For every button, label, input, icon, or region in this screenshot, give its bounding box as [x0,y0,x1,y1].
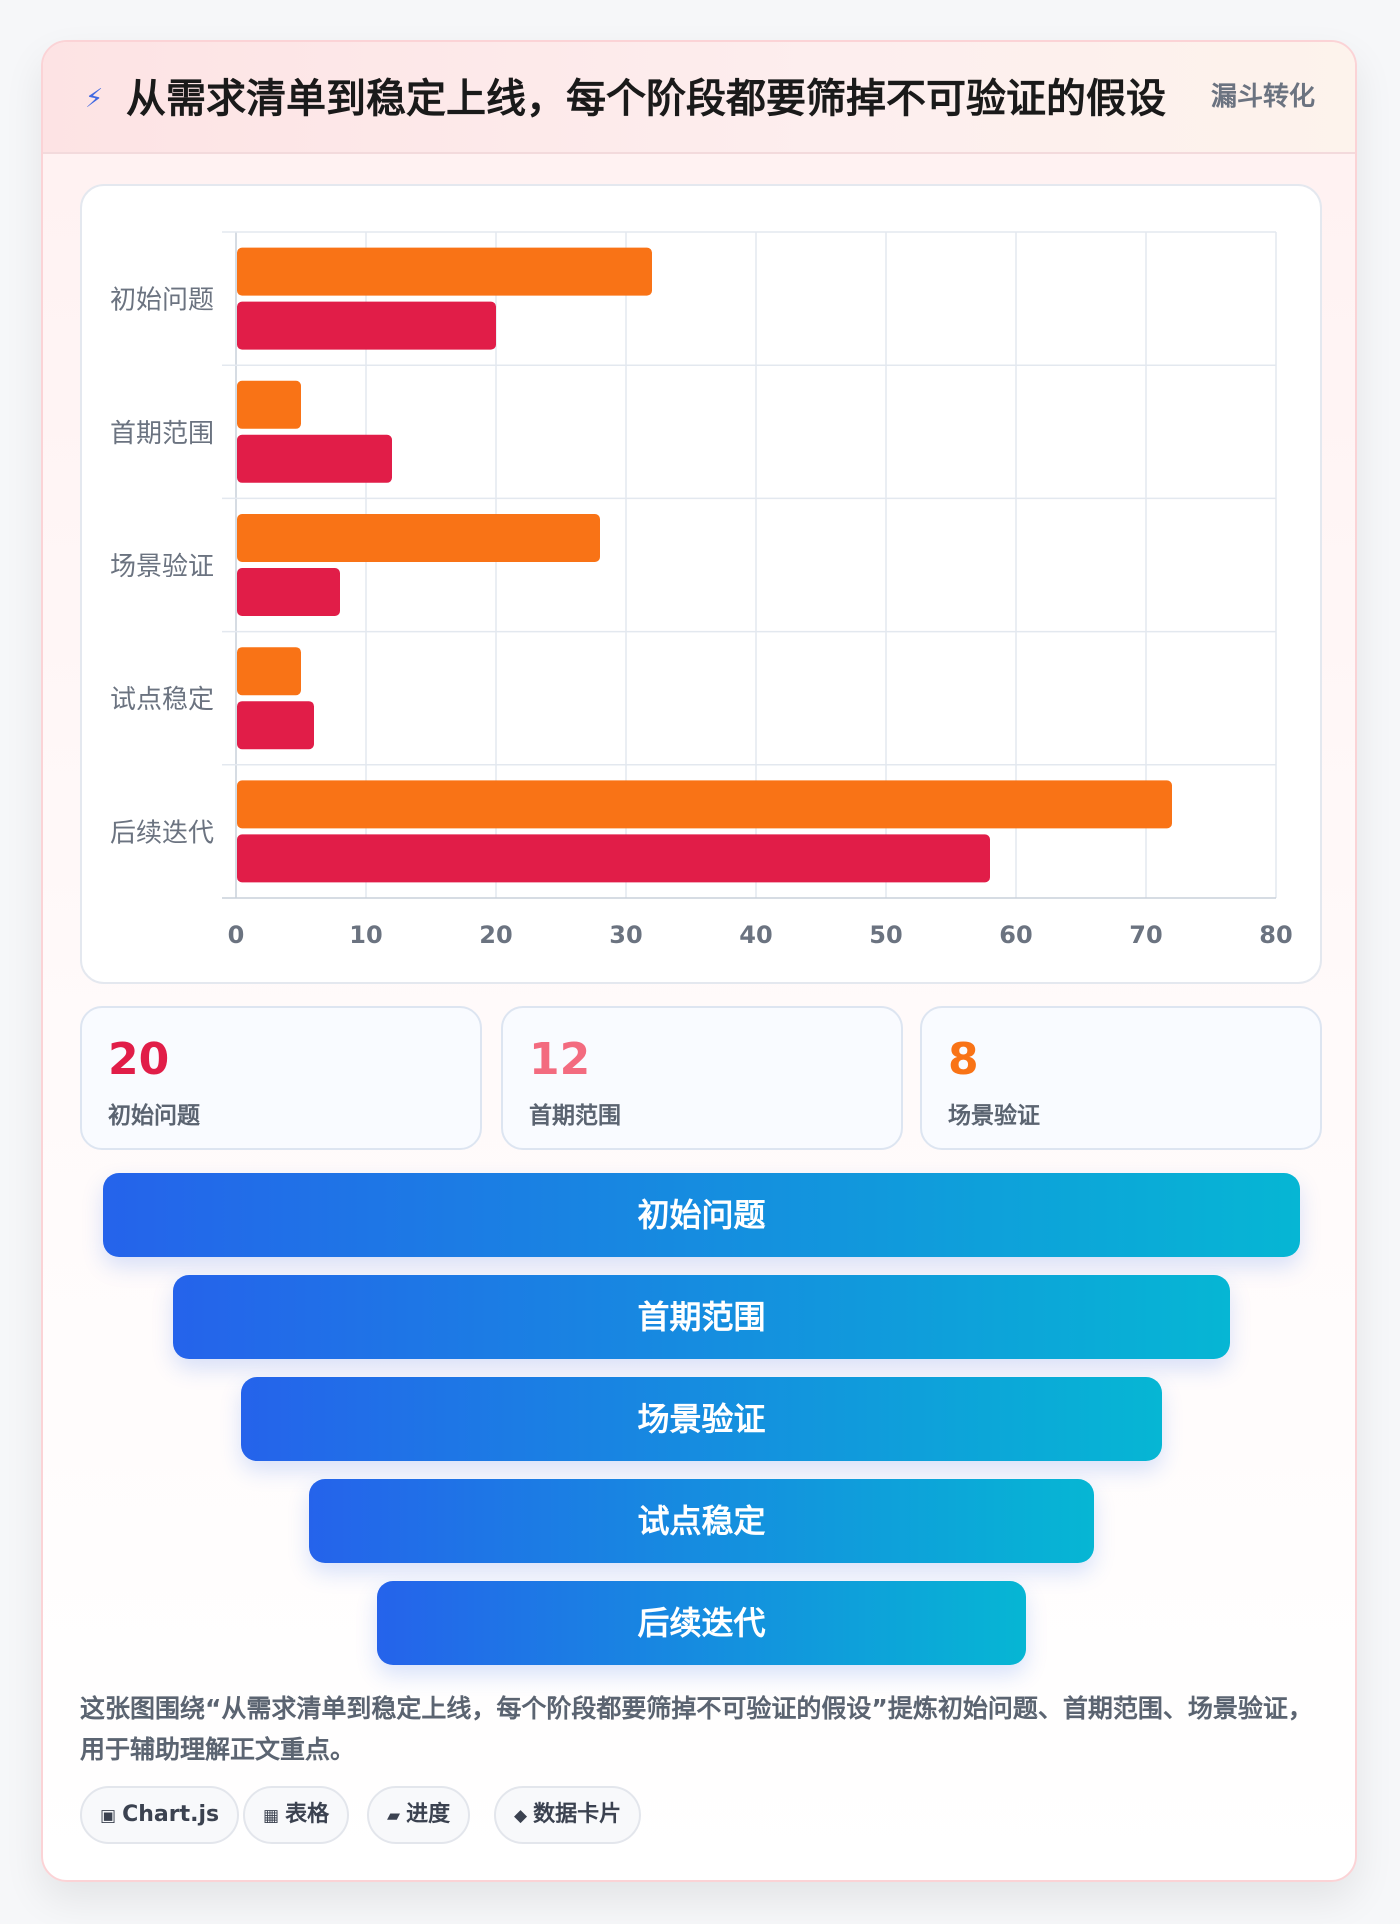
stat-value: 12 [529,1034,591,1085]
stat-value: 8 [948,1034,979,1085]
chip-label: 数据卡片 [533,1802,622,1827]
y-category-label: 初始问题 [110,286,214,316]
lightning-icon: ⚡ [85,84,104,114]
chip-table[interactable]: ▦ 表格 [243,1786,350,1844]
category-tag: 漏斗转化 [1210,82,1315,112]
header: ⚡ 从需求清单到稳定上线，每个阶段都要筛掉不可验证的假设 漏斗转化 [43,42,1355,154]
bar-orange [237,647,301,696]
stat-label: 场景验证 [948,1103,1040,1129]
chip-data-card[interactable]: ◆ 数据卡片 [494,1786,642,1844]
chip-label: 表格 [285,1802,330,1827]
x-tick-label: 80 [1259,921,1292,949]
bar-red [237,434,392,483]
y-category-label: 试点稳定 [110,685,214,715]
funnel-stage-5: 后续迭代 [377,1581,1026,1665]
page-title: 从需求清单到稳定上线，每个阶段都要筛掉不可验证的假设 [126,76,1166,122]
funnel-stage-3: 场景验证 [241,1377,1162,1461]
diamond-icon: ◆ [514,1806,528,1826]
bar-red [237,568,340,616]
progress-icon: ▰ [387,1806,401,1826]
funnel-stage-1: 初始问题 [103,1173,1300,1257]
stat-value: 20 [108,1034,170,1085]
bar-red [237,834,990,883]
funnel-stage-4: 试点稳定 [309,1479,1094,1563]
chip-chartjs[interactable]: ▣ Chart.js [80,1786,240,1844]
x-tick-label: 0 [228,921,245,949]
description-text: 这张图围绕“从需求清单到稳定上线，每个阶段都要筛掉不可验证的假设”提炼初始问题、… [80,1694,1313,1764]
bar-red [237,701,314,750]
x-tick-label: 10 [349,921,382,949]
bar-red [237,301,496,350]
bar-chart-panel: 0 10 20 30 40 50 60 70 80 初始问题首期范围场景验证试点稳定后续迭代 [80,184,1322,984]
bar-orange [237,247,652,296]
y-category-label: 后续迭代 [110,818,214,848]
chip-label: Chart.js [122,1802,220,1827]
x-tick-label: 70 [1129,921,1162,949]
x-tick-label: 40 [739,921,772,949]
y-category-label: 场景验证 [110,552,214,582]
infographic-card: ⚡ 从需求清单到稳定上线，每个阶段都要筛掉不可验证的假设 漏斗转化 0 10 20 3… [41,40,1357,1882]
x-tick-label: 30 [609,921,642,949]
bar-orange [237,514,600,562]
stat-label: 初始问题 [108,1103,200,1129]
x-tick-label: 60 [999,921,1032,949]
chip-progress[interactable]: ▰ 进度 [367,1786,471,1844]
funnel-stage-2: 首期范围 [173,1275,1230,1359]
chart-icon: ▣ [100,1806,117,1826]
bar-orange [237,780,1172,829]
stat-card-1: 20 初始问题 [80,1006,482,1150]
table-icon: ▦ [263,1806,280,1826]
x-tick-label: 20 [479,921,512,949]
y-category-label: 首期范围 [110,419,214,449]
stat-card-2: 12 首期范围 [501,1006,903,1150]
stat-label: 首期范围 [529,1103,621,1129]
x-tick-label: 50 [869,921,902,949]
bar-orange [237,380,301,429]
stat-card-3: 8 场景验证 [920,1006,1322,1150]
chip-label: 进度 [406,1802,451,1827]
